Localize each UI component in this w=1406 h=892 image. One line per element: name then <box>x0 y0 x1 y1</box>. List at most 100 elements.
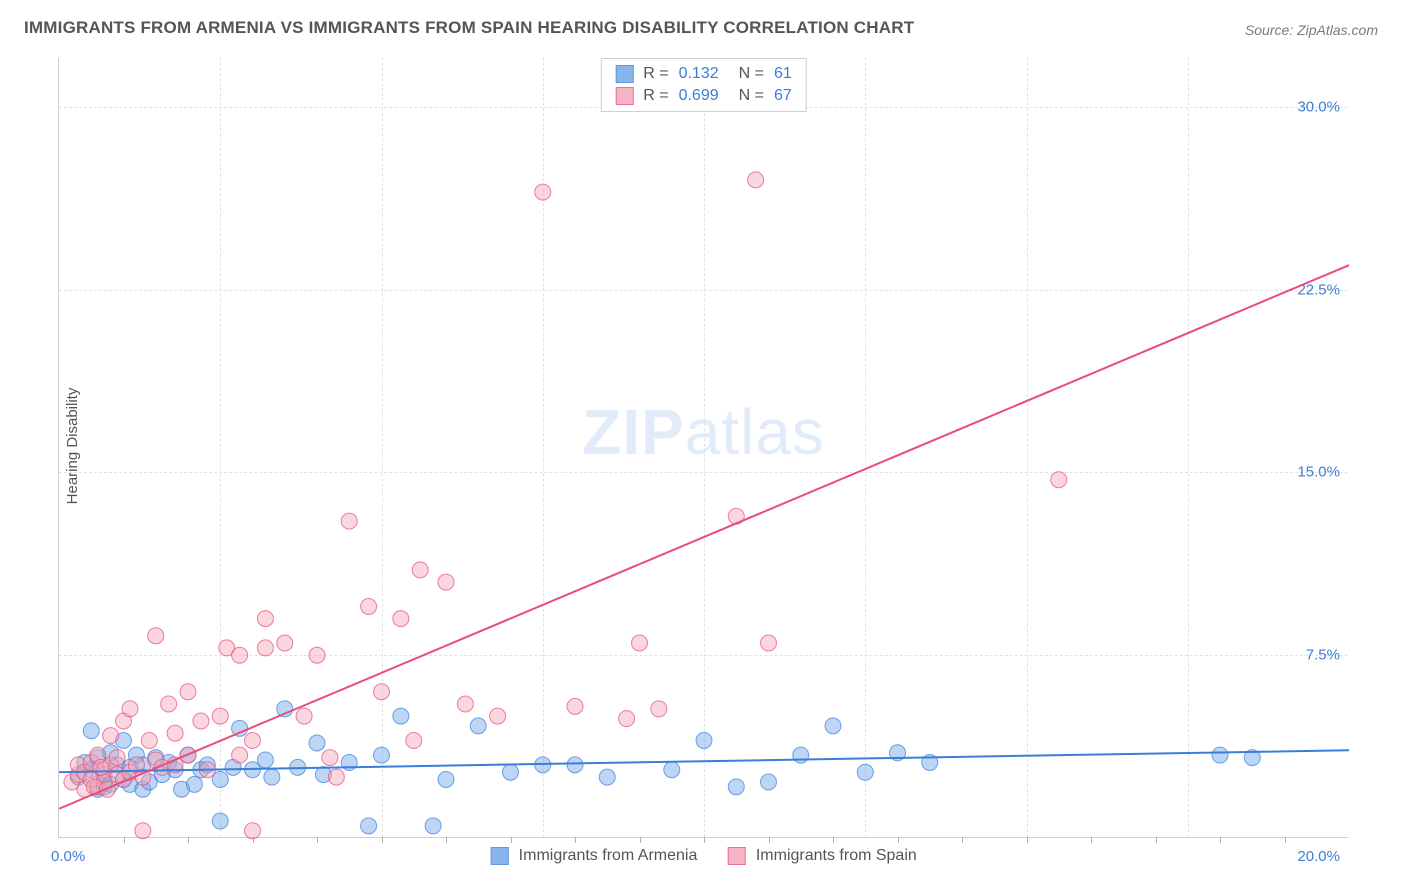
data-point <box>374 684 390 700</box>
data-point <box>328 769 344 785</box>
data-point <box>1051 472 1067 488</box>
data-point <box>341 513 357 529</box>
data-point <box>664 762 680 778</box>
data-point <box>425 818 441 834</box>
swatch-armenia-icon <box>615 65 633 83</box>
x-tick-mark <box>188 837 189 843</box>
data-point <box>761 774 777 790</box>
data-point <box>245 733 261 749</box>
data-point <box>438 772 454 788</box>
data-point <box>245 823 261 839</box>
x-tick-mark <box>962 837 963 843</box>
x-tick-mark <box>833 837 834 843</box>
stat-n-armenia: 61 <box>774 65 792 83</box>
data-point <box>148 628 164 644</box>
data-point <box>257 752 273 768</box>
data-point <box>212 813 228 829</box>
data-point <box>393 708 409 724</box>
data-point <box>406 733 422 749</box>
stats-row-spain: R = 0.699 N = 67 <box>615 85 792 107</box>
data-point <box>728 779 744 795</box>
swatch-spain-icon <box>615 87 633 105</box>
x-tick-min: 0.0% <box>51 848 85 865</box>
data-point <box>232 720 248 736</box>
data-point <box>103 728 119 744</box>
data-point <box>457 696 473 712</box>
legend-label: Immigrants from Armenia <box>519 847 698 864</box>
data-point <box>193 713 209 729</box>
data-point <box>83 723 99 739</box>
trend-line <box>59 265 1349 809</box>
stat-label: N = <box>739 87 764 105</box>
data-point <box>761 635 777 651</box>
data-point <box>257 640 273 656</box>
data-point <box>167 725 183 741</box>
x-tick-mark <box>317 837 318 843</box>
legend-label: Immigrants from Spain <box>756 847 917 864</box>
data-point <box>748 172 764 188</box>
legend: Immigrants from Armenia Immigrants from … <box>490 847 917 865</box>
data-point <box>141 733 157 749</box>
data-point <box>438 574 454 590</box>
data-point <box>361 818 377 834</box>
data-point <box>567 698 583 714</box>
data-point <box>309 735 325 751</box>
x-tick-mark <box>1220 837 1221 843</box>
data-point <box>232 647 248 663</box>
stat-n-spain: 67 <box>774 87 792 105</box>
x-tick-mark <box>898 837 899 843</box>
data-point <box>361 598 377 614</box>
data-point <box>257 611 273 627</box>
data-point <box>180 684 196 700</box>
stat-label: R = <box>643 65 668 83</box>
x-tick-mark <box>1091 837 1092 843</box>
data-point <box>535 184 551 200</box>
data-point <box>109 750 125 766</box>
data-point <box>264 769 280 785</box>
x-tick-mark <box>1156 837 1157 843</box>
data-point <box>857 764 873 780</box>
x-tick-mark <box>640 837 641 843</box>
x-tick-mark <box>575 837 576 843</box>
x-tick-mark <box>1285 837 1286 843</box>
data-point <box>490 708 506 724</box>
data-point <box>619 711 635 727</box>
x-tick-mark <box>704 837 705 843</box>
x-tick-mark <box>511 837 512 843</box>
data-point <box>135 823 151 839</box>
data-point <box>309 647 325 663</box>
data-point <box>696 733 712 749</box>
x-tick-mark <box>382 837 383 843</box>
data-point <box>322 750 338 766</box>
data-point <box>503 764 519 780</box>
data-point <box>93 759 109 775</box>
source-attribution: Source: ZipAtlas.com <box>1245 22 1378 38</box>
data-point <box>651 701 667 717</box>
data-point <box>599 769 615 785</box>
stat-r-armenia: 0.132 <box>679 65 719 83</box>
data-point <box>825 718 841 734</box>
data-point <box>567 757 583 773</box>
data-point <box>186 776 202 792</box>
correlation-stats-box: R = 0.132 N = 61 R = 0.699 N = 67 <box>600 58 807 112</box>
legend-item-armenia: Immigrants from Armenia <box>490 847 697 865</box>
x-tick-mark <box>1027 837 1028 843</box>
data-point <box>412 562 428 578</box>
data-point <box>122 701 138 717</box>
data-point <box>374 747 390 763</box>
stat-r-spain: 0.699 <box>679 87 719 105</box>
data-point <box>1212 747 1228 763</box>
x-tick-max: 20.0% <box>1297 848 1340 865</box>
data-point <box>232 747 248 763</box>
stat-label: N = <box>739 65 764 83</box>
x-tick-mark <box>124 837 125 843</box>
legend-item-spain: Immigrants from Spain <box>727 847 916 865</box>
plot-area: ZIPatlas 7.5%15.0%22.5%30.0% R = 0.132 N… <box>58 58 1348 838</box>
x-tick-mark <box>446 837 447 843</box>
data-point <box>393 611 409 627</box>
stat-label: R = <box>643 87 668 105</box>
data-point <box>296 708 312 724</box>
data-point <box>277 635 293 651</box>
scatter-chart <box>59 58 1348 837</box>
data-point <box>212 708 228 724</box>
